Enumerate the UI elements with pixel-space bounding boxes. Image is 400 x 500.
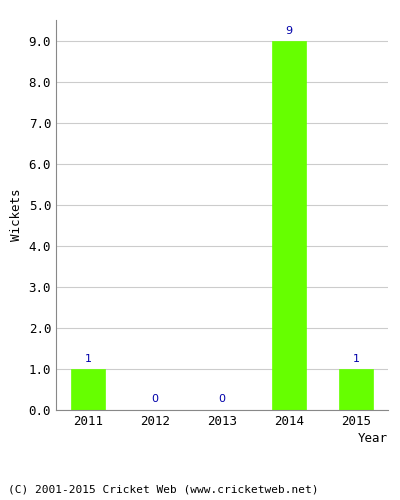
Bar (272, 40, 306, 410)
Bar (339, 369, 373, 410)
Text: 1: 1 (353, 354, 360, 364)
Text: 0: 0 (218, 394, 226, 404)
Y-axis label: Wickets: Wickets (10, 188, 23, 242)
Text: (C) 2001-2015 Cricket Web (www.cricketweb.net): (C) 2001-2015 Cricket Web (www.cricketwe… (8, 485, 318, 495)
Text: 0: 0 (152, 394, 158, 404)
Text: Year: Year (358, 432, 388, 446)
Text: 1: 1 (84, 354, 91, 364)
Text: 9: 9 (286, 26, 293, 36)
Bar (71, 369, 105, 410)
